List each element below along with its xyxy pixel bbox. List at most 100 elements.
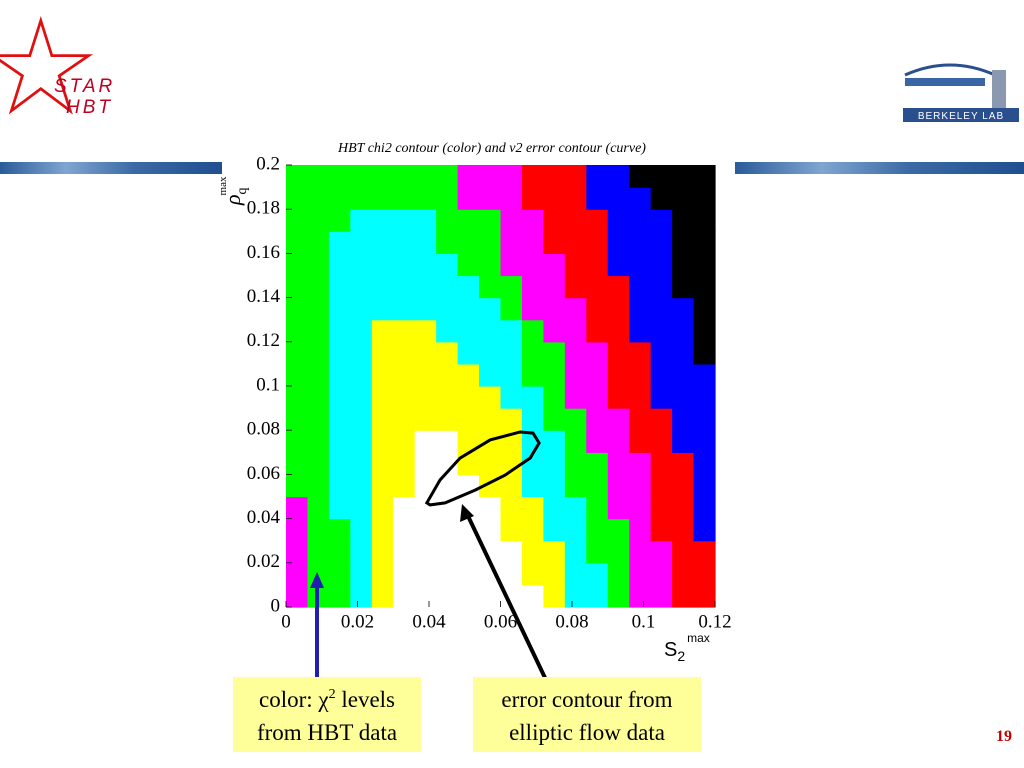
contour-cell [629,584,652,608]
contour-cell [371,165,394,188]
y-tick-label: 0 [271,595,281,616]
contour-cell [393,584,416,608]
contour-cell [414,386,437,409]
contour-cell [286,562,309,586]
y-tick-label: 0.18 [247,198,280,219]
contour-cell [286,187,309,210]
contour-cell [328,562,351,586]
contour-cell [350,319,373,343]
contour-cell [672,275,695,299]
contour-cell [672,319,695,343]
contour-cell [521,518,544,542]
contour-cell [479,562,502,586]
contour-cell [693,518,716,542]
contour-cell [393,275,416,299]
contour-cell [286,496,309,520]
contour-cell [479,297,502,321]
contour-cell [414,452,437,475]
contour-cell [650,275,673,299]
contour-cell [328,275,351,299]
contour-cell [393,452,416,475]
contour-cell [436,297,459,321]
contour-cell [350,209,373,232]
contour-cell [586,518,609,542]
contour-cell [650,209,673,232]
contour-cell [672,496,695,520]
contour-cell [457,562,480,586]
contour-cell [586,562,609,586]
contour-cell [650,430,673,453]
contour-cell [307,408,330,431]
y-tick-label: 0.12 [247,330,280,351]
contour-cell [500,584,523,608]
contour-cell [393,474,416,498]
contour-cell [629,275,652,299]
y-tick-label: 0.04 [247,507,281,528]
contour-cell [393,231,416,254]
contour-cell [521,386,544,409]
contour-cell [457,253,480,277]
contour-cell [521,341,544,365]
contour-cell [629,231,652,254]
contour-cell [436,253,459,277]
contour-cell [479,363,502,387]
contour-cell [693,584,716,608]
contour-cell [371,540,394,564]
contour-cell [586,386,609,409]
contour-cell [307,275,330,299]
contour-cell [586,209,609,232]
page-number: 19 [996,728,1012,745]
contour-cell [607,386,630,409]
contour-cell [693,562,716,586]
contour-cell [650,496,673,520]
contour-cell [586,341,609,365]
contour-cell [564,275,587,299]
contour-cell [521,319,544,343]
contour-cell [521,562,544,586]
contour-cell [371,363,394,387]
y-tick-label: 0.08 [247,419,280,440]
y-tick-label: 0.1 [256,374,280,395]
contour-cell [286,231,309,254]
contour-cell [586,452,609,475]
y-tick-label: 0.2 [256,153,280,174]
contour-cell [393,209,416,232]
contour-cell [693,231,716,254]
contour-cell [479,341,502,365]
contour-cell [672,518,695,542]
contour-cell [564,253,587,277]
contour-cell [436,386,459,409]
contour-cell [393,562,416,586]
contour-cell [693,474,716,498]
contour-cell [457,452,480,475]
contour-cell [543,562,566,586]
contour-cell [586,540,609,564]
contour-cell [371,496,394,520]
contour-cell [500,518,523,542]
contour-cell [371,474,394,498]
contour-cell [629,496,652,520]
contour-cell [414,275,437,299]
contour-cell [350,540,373,564]
contour-cell [328,452,351,475]
contour-cell [564,562,587,586]
contour-cell [307,231,330,254]
contour-cell [328,584,351,608]
contour-cell [629,430,652,453]
contour-cell [457,584,480,608]
x-tick-label: 0.02 [341,611,374,632]
contour-cell [564,584,587,608]
contour-cell [328,474,351,498]
contour-cell [371,341,394,365]
contour-cell [543,408,566,431]
contour-cell [457,430,480,453]
contour-cell [414,341,437,365]
contour-cell [629,319,652,343]
contour-cell [586,496,609,520]
chart-title: HBT chi2 contour (color) and v2 error co… [337,141,646,156]
contour-cell [371,231,394,254]
contour-cell [521,474,544,498]
contour-cell [393,253,416,277]
contour-cell [607,408,630,431]
contour-cell [371,187,394,210]
